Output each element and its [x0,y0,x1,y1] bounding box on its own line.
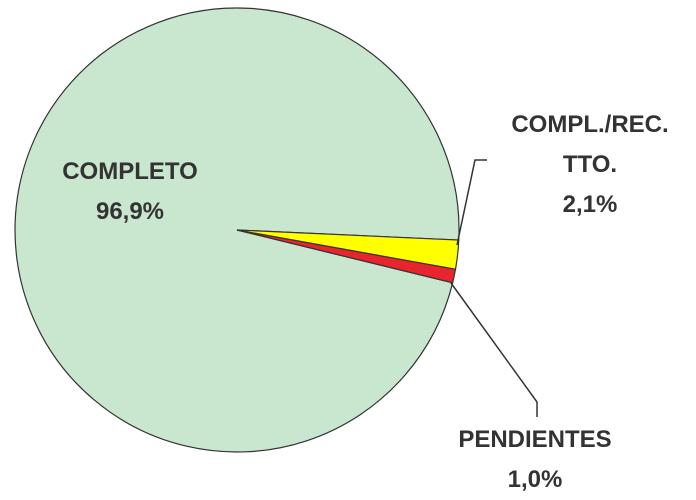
slice-label: PENDIENTES 1,0% [430,420,640,500]
category-label: PENDIENTES [458,426,612,453]
leader-line [450,282,538,417]
value-label: 1,0% [507,466,563,493]
value-label: 96,9% [95,198,165,225]
value-label: 2,1% [562,191,618,218]
slice-label: COMPL./REC. TTO. 2,1% [505,105,675,225]
leader-line [456,159,487,246]
category-label: COMPLETO [62,158,198,185]
category-label: COMPL./REC. TTO. [511,111,669,178]
slice-label: COMPLETO 96,9% [40,152,220,232]
